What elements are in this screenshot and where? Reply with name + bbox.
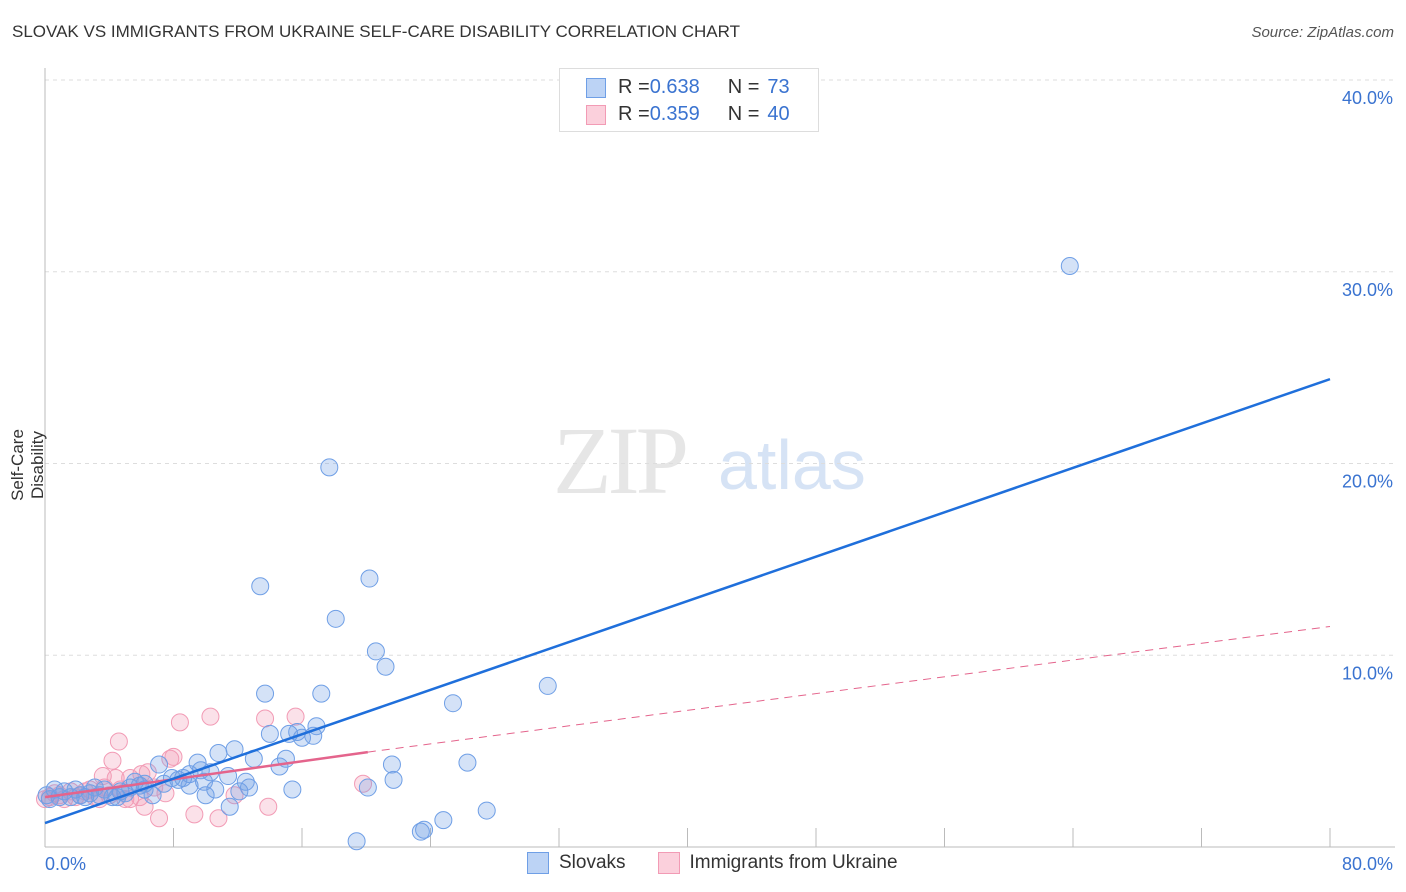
- slovaks-point: [1060, 256, 1079, 275]
- n-label: N =: [727, 76, 760, 98]
- slovaks-point: [220, 797, 239, 816]
- ukraine-trend-dashed: [367, 625, 1331, 753]
- ukraine-point: [256, 709, 275, 728]
- ukraine-swatch: [657, 852, 680, 874]
- r-value: 0.638: [649, 76, 700, 98]
- slovaks-swatch: [527, 852, 549, 874]
- slovaks-point: [230, 782, 249, 801]
- slovaks-point: [415, 820, 434, 839]
- chart-title: SLOVAK VS IMMIGRANTS FROM UKRAINE SELF-C…: [12, 22, 740, 41]
- ukraine-point: [109, 732, 128, 751]
- stats-legend: R = 0.638 N = 73 R = 0.359 N = 40: [559, 68, 819, 132]
- slovaks-point: [260, 724, 279, 743]
- slovaks-point: [236, 772, 255, 791]
- legend-slovaks: Slovaks: [559, 852, 626, 873]
- legend-row-ukraine: R = 0.359 N = 40: [586, 103, 790, 126]
- slovaks-point: [366, 642, 385, 661]
- slovaks-point: [477, 801, 496, 820]
- slovaks-point: [411, 822, 430, 841]
- y-tick-label: 40.0%: [1342, 88, 1393, 108]
- ukraine-point: [286, 707, 305, 726]
- slovaks-point: [251, 577, 270, 596]
- slovaks-point: [347, 832, 366, 851]
- slovaks-point: [538, 676, 557, 695]
- slovaks-point: [312, 684, 331, 703]
- slovaks-trend-line: [44, 377, 1331, 825]
- slovaks-point: [209, 744, 228, 763]
- ukraine-point: [185, 805, 204, 824]
- y-tick-label: 30.0%: [1342, 280, 1393, 300]
- slovaks-point: [125, 772, 144, 791]
- ukraine-point: [164, 747, 183, 766]
- ukraine-point: [150, 809, 169, 828]
- ukraine-point: [259, 797, 278, 816]
- ukraine-point: [161, 749, 180, 768]
- n-value: 73: [767, 76, 790, 98]
- slovaks-point: [458, 753, 477, 772]
- ukraine-point: [170, 713, 189, 732]
- slovaks-point: [196, 786, 215, 805]
- slovaks-point: [320, 458, 339, 477]
- slovaks-point: [326, 609, 345, 628]
- x-tick-label: 0.0%: [45, 854, 86, 874]
- slovaks-point: [256, 684, 275, 703]
- slovaks-point: [206, 780, 225, 799]
- pink-swatch: [586, 104, 606, 125]
- slovaks-point: [382, 755, 401, 774]
- ukraine-point: [103, 751, 122, 770]
- slovaks-point: [239, 778, 258, 797]
- y-axis-label: Self-Care Disability: [8, 429, 47, 501]
- x-tick-label: 80.0%: [1342, 854, 1393, 874]
- n-value: 40: [767, 103, 790, 125]
- watermark: ZIP: [553, 407, 689, 514]
- slovaks-point: [360, 569, 379, 588]
- watermark-atlas: atlas: [718, 426, 866, 504]
- ukraine-trend-line: [44, 750, 369, 799]
- slovaks-point: [358, 778, 377, 797]
- slovaks-point: [443, 694, 462, 713]
- legend-row-slovaks: R = 0.638 N = 73: [586, 76, 790, 99]
- n-label: N =: [727, 103, 760, 125]
- r-label: R =: [618, 103, 650, 125]
- slovaks-point: [283, 780, 302, 799]
- legend-ukraine: Immigrants from Ukraine: [689, 852, 898, 873]
- slovaks-point: [150, 755, 169, 774]
- source-label: Source: ZipAtlas.com: [1251, 24, 1394, 41]
- ukraine-point: [201, 707, 220, 726]
- slovaks-point: [384, 770, 403, 789]
- series-legend: Slovaks Immigrants from Ukraine: [527, 852, 898, 874]
- y-tick-label: 20.0%: [1342, 472, 1393, 492]
- blue-swatch: [586, 77, 606, 98]
- slovaks-point: [376, 657, 395, 676]
- y-tick-label: 10.0%: [1342, 663, 1393, 683]
- r-value: 0.359: [649, 103, 700, 125]
- ukraine-point: [209, 809, 228, 828]
- slovaks-point: [434, 811, 453, 830]
- r-label: R =: [618, 76, 650, 98]
